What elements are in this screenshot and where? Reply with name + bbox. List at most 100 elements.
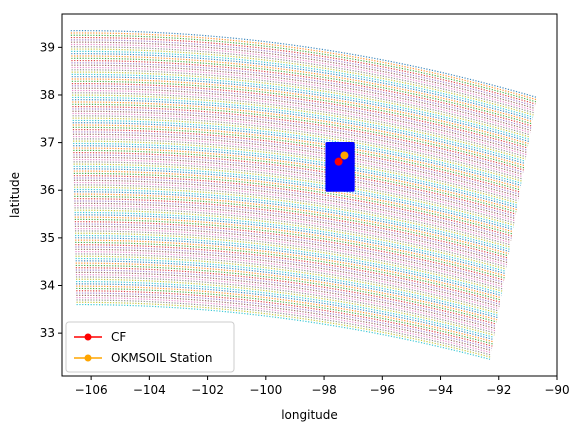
swath-row: [73, 175, 513, 237]
swath-row: [71, 82, 528, 149]
swath-row: [73, 161, 515, 224]
swath-row: [75, 262, 498, 321]
swath-row: [72, 119, 522, 184]
swath-row: [75, 267, 497, 325]
swath-row: [73, 163, 515, 226]
swath-row: [71, 80, 529, 147]
swath-row: [76, 294, 492, 352]
swath-row: [71, 73, 530, 140]
legend: CF OKMSOIL Station: [65, 321, 235, 373]
legend-entry: CF: [111, 330, 126, 344]
swath-layer: [70, 30, 537, 360]
x-axis: −106 −104 −102 −100 −98 −96 −94 −92 −90: [75, 376, 570, 397]
swath-row: [70, 32, 537, 101]
swath-row: [75, 237, 502, 297]
swath-row: [73, 154, 516, 217]
swath-row: [73, 149, 517, 213]
swath-row: [72, 122, 522, 186]
swath-row: [71, 76, 529, 142]
swath-row: [71, 43, 535, 112]
point-okmsoil-station: [340, 151, 349, 160]
swath-row: [73, 158, 515, 222]
swath-row: [72, 92, 527, 158]
swath-row: [76, 283, 494, 341]
swath-row: [75, 269, 497, 327]
swath-row: [74, 207, 507, 268]
y-axis-label: latitude: [8, 172, 22, 218]
swath-row: [76, 285, 494, 343]
swath-row: [75, 232, 503, 292]
swath-row: [76, 297, 492, 354]
y-tick-label: 38: [40, 88, 55, 102]
swath-row: [74, 211, 506, 272]
swath-row: [74, 184, 511, 246]
swath-row: [73, 145, 518, 209]
swath-row: [74, 214, 506, 275]
legend-marker: [84, 354, 92, 362]
swath-row: [71, 78, 529, 145]
swath-row: [74, 198, 509, 259]
swath-row: [73, 181, 511, 244]
plot-frame: [61, 13, 558, 377]
swath-row: [72, 108, 524, 173]
swath-row: [75, 248, 500, 308]
swath-row: [72, 110, 524, 175]
swath-row: [73, 170, 513, 233]
swath-row: [72, 89, 527, 156]
swath-row: [75, 241, 501, 301]
y-tick-label: 39: [40, 40, 55, 54]
legend-box: [65, 321, 235, 373]
swath-row: [74, 200, 508, 261]
swath-row: [72, 96, 526, 162]
swath-row: [74, 188, 510, 250]
swath-row: [76, 299, 491, 356]
swath-row: [71, 87, 527, 153]
point-cf: [334, 157, 343, 166]
y-axis: 33 34 35 36 37 38 39: [40, 40, 62, 340]
swath-row: [74, 186, 511, 248]
swath-row: [71, 71, 530, 138]
swath-row: [75, 244, 501, 303]
swath-row: [70, 36, 536, 105]
x-tick-label: −106: [75, 383, 108, 397]
swath-row: [70, 41, 535, 109]
x-tick-label: −104: [133, 383, 166, 397]
domain-box: [325, 142, 355, 192]
swath-row: [75, 264, 497, 323]
swath-row: [72, 94, 526, 160]
swath-row: [71, 64, 531, 131]
swath-row: [73, 177, 512, 239]
swath-row: [72, 129, 520, 193]
domain-layer: [325, 142, 355, 192]
swath-row: [72, 115, 523, 180]
swath-row: [73, 168, 514, 231]
legend-entry: OKMSOIL Station: [111, 351, 212, 365]
swath-row: [76, 303, 491, 360]
swath-row: [71, 59, 532, 127]
swath-row: [70, 39, 536, 107]
swath-row: [75, 260, 498, 319]
swath-row: [76, 280, 495, 338]
swath-row: [75, 246, 500, 305]
swath-row: [74, 195, 509, 257]
swath-row: [73, 147, 517, 211]
swath-row: [75, 274, 496, 332]
x-tick-label: −98: [311, 383, 336, 397]
legend-marker: [84, 333, 92, 341]
swath-row: [75, 271, 496, 330]
x-tick-label: −102: [191, 383, 224, 397]
swath-row: [75, 234, 502, 294]
swath-row: [71, 62, 532, 129]
swath-row: [75, 239, 502, 299]
swath-row: [72, 131, 520, 195]
swath-row: [71, 85, 528, 151]
y-tick-label: 37: [40, 136, 55, 150]
y-tick-label: 35: [40, 231, 55, 245]
x-tick-label: −96: [370, 383, 395, 397]
swath-row: [73, 165, 514, 228]
swath-row: [74, 230, 503, 290]
swath-row: [75, 253, 499, 312]
x-axis-label: longitude: [281, 408, 338, 422]
swath-row: [73, 156, 516, 220]
